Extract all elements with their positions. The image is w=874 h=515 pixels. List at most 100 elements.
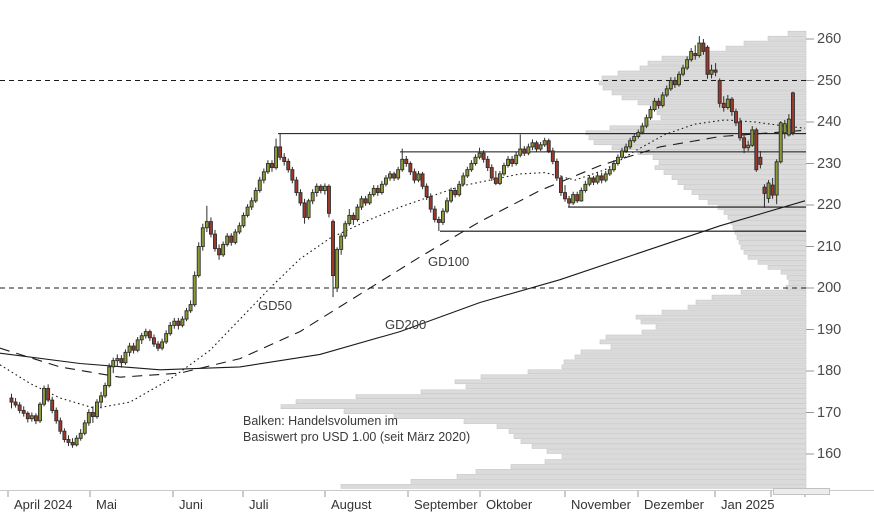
candle-down	[559, 177, 563, 193]
candle-down	[432, 208, 437, 220]
candle-up	[143, 331, 148, 337]
volume-profile-bar	[683, 185, 807, 190]
candle-down	[554, 160, 559, 179]
volume-profile-bar	[609, 125, 807, 131]
volume-profile-bar	[280, 404, 807, 410]
volume-profile-bar	[652, 155, 807, 160]
candle-up	[265, 163, 270, 173]
candle-up	[135, 339, 140, 351]
candle-up	[103, 385, 108, 397]
candle-up	[115, 358, 120, 362]
candle-up	[237, 225, 242, 233]
candle-down	[331, 221, 335, 277]
candle-up	[139, 335, 144, 341]
candle-down	[90, 412, 95, 418]
volume-profile-bar	[585, 130, 807, 136]
candle-up	[180, 318, 185, 326]
volume-profile-bar	[640, 319, 807, 325]
volume-profile-bar	[635, 314, 807, 320]
volume-profile-bar	[611, 145, 807, 150]
volume-profile-bar	[740, 245, 807, 250]
volume-profile-bar	[695, 299, 807, 305]
volume-profile-bar	[767, 35, 807, 41]
x-axis-month-label: Juni	[179, 497, 203, 512]
candle-down	[62, 430, 67, 440]
candle-up	[379, 183, 384, 194]
volume-profile-bar	[621, 95, 807, 101]
candle-up	[636, 131, 641, 137]
candle-down	[412, 171, 417, 181]
candle-down	[453, 190, 458, 196]
y-axis-price-label: 260	[817, 31, 842, 47]
candle-up	[172, 320, 177, 326]
candle-up	[184, 310, 189, 320]
candle-up	[774, 161, 779, 196]
volume-profile-bar	[711, 294, 807, 300]
candle-up	[445, 200, 449, 212]
volume-profile-bar	[480, 374, 807, 380]
candle-down	[176, 320, 181, 326]
candle-up	[160, 341, 165, 349]
candle-up	[697, 42, 702, 56]
candle-down	[428, 196, 433, 210]
candle-up	[620, 150, 624, 158]
volume-profile-bar	[734, 230, 807, 235]
y-axis-price-label: 210	[817, 238, 842, 255]
candle-down	[351, 214, 356, 220]
candle-down	[156, 343, 160, 349]
candle-down	[213, 233, 217, 250]
y-axis-price-label: 180	[817, 363, 842, 379]
candle-up	[611, 163, 616, 171]
candle-down	[302, 202, 307, 218]
candle-down	[567, 198, 572, 204]
x-axis-month-label: November	[571, 497, 631, 512]
x-axis-month-label: Jan 2025	[721, 497, 775, 512]
volume-profile-bar	[520, 439, 807, 444]
x-axis-month-label: Dezember	[644, 497, 704, 512]
gd100-line	[0, 129, 806, 378]
candle-down	[282, 156, 287, 162]
candle-up	[664, 88, 669, 96]
volume-profile-bar	[454, 379, 807, 385]
candle-up	[644, 117, 649, 127]
candle-down	[286, 160, 291, 171]
volume-profile-bar	[663, 170, 807, 175]
candle-down	[522, 148, 527, 154]
volume-profile-bar	[355, 394, 807, 400]
x-axis-month-label: Juli	[249, 497, 269, 512]
candle-up	[506, 158, 510, 166]
candle-down	[738, 121, 742, 139]
volume-annotation-line1: Balken: Handelsvolumen im	[243, 414, 398, 428]
y-axis-price-label: 230	[817, 155, 842, 172]
volume-profile-bar	[707, 200, 807, 205]
candle-down	[54, 409, 59, 422]
candle-up	[38, 403, 42, 422]
candle-down	[656, 100, 661, 106]
volume-profile-bar	[599, 339, 807, 345]
candle-up	[192, 275, 197, 306]
volume-profile-bar	[465, 384, 807, 390]
candle-down	[270, 163, 274, 169]
candle-down	[489, 167, 494, 179]
candle-up	[595, 175, 600, 183]
candle-down	[734, 111, 738, 124]
volume-profile-bar	[743, 40, 807, 46]
candle-up	[587, 177, 592, 185]
volume-profile-bar	[410, 479, 807, 484]
candle-up	[514, 154, 519, 164]
candle-up	[778, 122, 783, 163]
candle-up	[249, 200, 254, 208]
volume-profile-bar	[546, 449, 807, 454]
volume-profile-bar	[602, 85, 807, 91]
volume-profile-bar	[677, 180, 807, 185]
volume-profile-bar	[531, 444, 807, 449]
candle-up	[607, 169, 612, 175]
volume-profile-bar	[420, 389, 807, 395]
y-axis-price-label: 250	[817, 72, 842, 89]
candle-down	[25, 412, 30, 420]
candle-down	[294, 179, 299, 194]
candle-up	[477, 152, 482, 158]
volume-profile-bar	[687, 304, 807, 310]
candle-up	[241, 214, 246, 227]
candle-up	[123, 351, 128, 364]
